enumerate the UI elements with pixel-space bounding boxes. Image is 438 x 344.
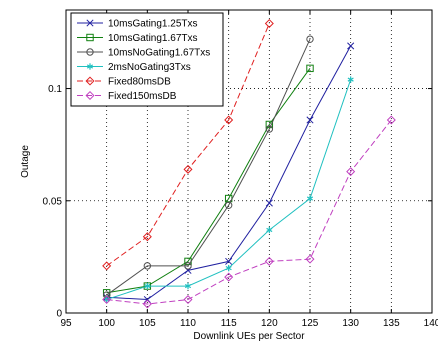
series-5 bbox=[102, 115, 396, 309]
series-5-point-6 bbox=[346, 167, 356, 177]
legend: 10msGating1.25Txs 10msGating1.67Txs 10msNo… bbox=[70, 12, 224, 107]
legend-marker-2 bbox=[86, 48, 94, 56]
series-line-5 bbox=[106, 119, 392, 305]
legend-label-0: 10msGating1.25Txs bbox=[108, 19, 198, 30]
x-axis-label: Downlink UEs per Sector bbox=[193, 331, 305, 342]
legend-marker-1 bbox=[86, 33, 94, 42]
series-0-point-5-b bbox=[306, 116, 314, 124]
series-3-point-2 bbox=[184, 282, 192, 290]
series-0-point-3-b bbox=[225, 257, 233, 265]
series-3 bbox=[103, 76, 354, 303]
series-4-point-2 bbox=[183, 164, 193, 174]
x-tick-label-8: 135 bbox=[383, 318, 400, 329]
x-tick-label-9: 140 bbox=[424, 318, 438, 329]
series-3-point-5-ray-2 bbox=[306, 196, 314, 201]
series-3-point-3-ray-2 bbox=[225, 265, 232, 271]
series-layer bbox=[102, 18, 396, 309]
series-0-point-5 bbox=[306, 116, 314, 124]
series-2-point-1 bbox=[143, 262, 152, 270]
legend-marker-4 bbox=[85, 76, 95, 86]
legend-label-1: 10msGating1.67Txs bbox=[108, 33, 198, 44]
series-2-point-2 bbox=[184, 262, 192, 270]
plot-frame bbox=[65, 9, 433, 314]
x-tick-label-4: 115 bbox=[221, 318, 237, 329]
series-5-point-4 bbox=[264, 256, 274, 266]
legend-label-3: 2msNoGating3Txs bbox=[108, 62, 191, 73]
y-axis-label: Outage bbox=[20, 145, 31, 178]
series-0-point-6 bbox=[347, 42, 355, 50]
ticks: 95 100 105 110 115 120 125 130 135 140 0 0.05 0.1 bbox=[43, 10, 438, 329]
legend-label-5: Fixed150msDB bbox=[108, 91, 177, 102]
y-tick-label-0: 0 bbox=[56, 309, 62, 320]
series-3-point-2-ray-2 bbox=[184, 283, 192, 289]
series-5-point-2 bbox=[183, 295, 193, 305]
series-3-point-1-ray-2 bbox=[144, 283, 151, 289]
legend-marker-3-ray-2 bbox=[86, 64, 94, 69]
series-0-point-3 bbox=[225, 257, 233, 265]
series-3-point-3 bbox=[225, 264, 232, 272]
series-0-point-4 bbox=[265, 199, 273, 207]
series-1-point-5 bbox=[306, 64, 314, 73]
legend-marker-0 bbox=[86, 19, 94, 27]
legend-label-2: 10msNoGating1.67Txs bbox=[108, 48, 210, 59]
legend-entry-3: 2msNoGating3Txs bbox=[77, 62, 191, 73]
series-line-4 bbox=[106, 23, 270, 267]
series-0-point-6-b bbox=[347, 42, 355, 50]
series-3-point-4 bbox=[266, 226, 273, 234]
legend-box bbox=[70, 12, 224, 107]
x-tick-label-0: 95 bbox=[60, 318, 72, 329]
series-5-point-0 bbox=[102, 295, 112, 305]
series-5-point-5 bbox=[305, 254, 315, 264]
legend-marker-3 bbox=[86, 63, 94, 70]
series-5-point-7 bbox=[386, 115, 396, 125]
series-line-2 bbox=[106, 38, 311, 296]
series-5-point-3 bbox=[224, 272, 234, 282]
y-tick-label-2: 0.1 bbox=[48, 84, 62, 95]
x-tick-label-1: 100 bbox=[98, 318, 115, 329]
series-3-point-4-ray-2 bbox=[266, 227, 273, 233]
series-4-point-1 bbox=[142, 232, 152, 242]
series-3-point-5 bbox=[306, 195, 314, 202]
series-0-point-4-b bbox=[265, 199, 273, 207]
series-5-point-1 bbox=[142, 299, 152, 309]
legend-marker-0-b bbox=[86, 19, 94, 27]
legend-entry-0: 10msGating1.25Txs bbox=[77, 19, 198, 30]
series-3-point-1 bbox=[144, 282, 151, 290]
x-tick-label-6: 125 bbox=[302, 318, 319, 329]
series-1-point-4 bbox=[265, 120, 274, 129]
legend-label-4: Fixed80msDB bbox=[108, 77, 171, 88]
legend-marker-5 bbox=[85, 90, 95, 101]
x-tick-label-5: 120 bbox=[261, 318, 278, 329]
legend-entry-2: 10msNoGating1.67Txs bbox=[77, 48, 210, 59]
legend-entry-4: Fixed80msDB bbox=[77, 76, 171, 88]
series-4-point-4 bbox=[264, 18, 274, 28]
series-3-point-6-ray-2 bbox=[347, 77, 354, 82]
legend-entry-5: Fixed150msDB bbox=[77, 90, 177, 102]
series-2-point-3 bbox=[224, 201, 233, 209]
series-2-point-4 bbox=[265, 125, 274, 133]
x-tick-label-3: 110 bbox=[180, 318, 196, 329]
x-tick-label-2: 105 bbox=[139, 318, 156, 329]
x-tick-label-7: 130 bbox=[342, 318, 359, 329]
series-2-point-5 bbox=[306, 35, 314, 43]
series-4 bbox=[102, 18, 274, 271]
series-3-point-6 bbox=[347, 76, 354, 83]
legend-entry-1: 10msGating1.67Txs bbox=[77, 33, 198, 44]
y-tick-label-1: 0.05 bbox=[43, 196, 63, 207]
series-4-point-3 bbox=[224, 115, 234, 125]
series-4-point-0 bbox=[102, 261, 112, 271]
